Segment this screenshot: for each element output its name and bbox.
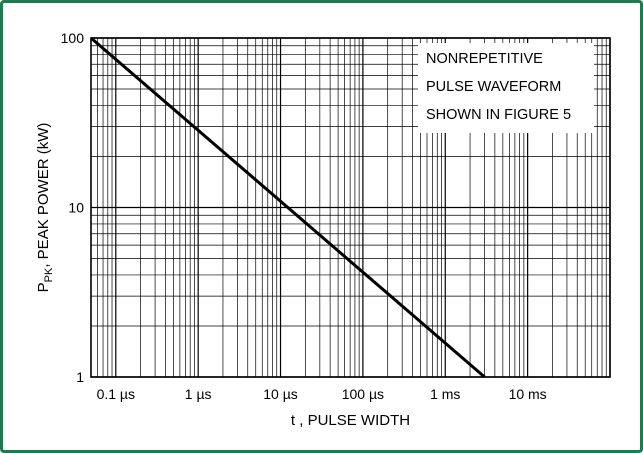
x-tick-label: 100 µs (342, 386, 384, 402)
annotation-line: SHOWN IN FIGURE 5 (426, 107, 571, 123)
series (90, 36, 486, 379)
y-axis-label: PPK, PEAK POWER (kW) (35, 123, 55, 293)
x-tick-label: 0.1 µs (97, 386, 135, 402)
x-tick-label: 10 ms (509, 386, 547, 402)
y-tick-labels: 1 10 100 (61, 30, 85, 385)
series-line (90, 36, 486, 379)
annotation-background (418, 43, 594, 133)
annotation-line: NONREPETITIVE (426, 51, 543, 67)
y-axis-label-sub: PK (43, 267, 55, 282)
y-tick-label: 1 (76, 369, 84, 385)
y-axis-label-rest: , PEAK POWER (kW) (35, 123, 52, 268)
y-axis-label-main: P (35, 282, 52, 292)
x-tick-label: 10 µs (263, 386, 298, 402)
annotation: NONREPETITIVE PULSE WAVEFORM SHOWN IN FIGU… (426, 51, 571, 123)
y-tick-label: 10 (68, 200, 84, 216)
x-tick-label: 1 ms (430, 386, 460, 402)
plot-border (90, 37, 611, 378)
x-tick-labels: 0.1 µs 1 µs 10 µs 100 µs 1 ms 10 ms (97, 386, 547, 402)
annotation-line: PULSE WAVEFORM (426, 79, 561, 95)
y-tick-label: 100 (61, 30, 85, 46)
x-tick-label: 1 µs (185, 386, 212, 402)
x-axis-label: t , PULSE WIDTH (291, 412, 410, 429)
